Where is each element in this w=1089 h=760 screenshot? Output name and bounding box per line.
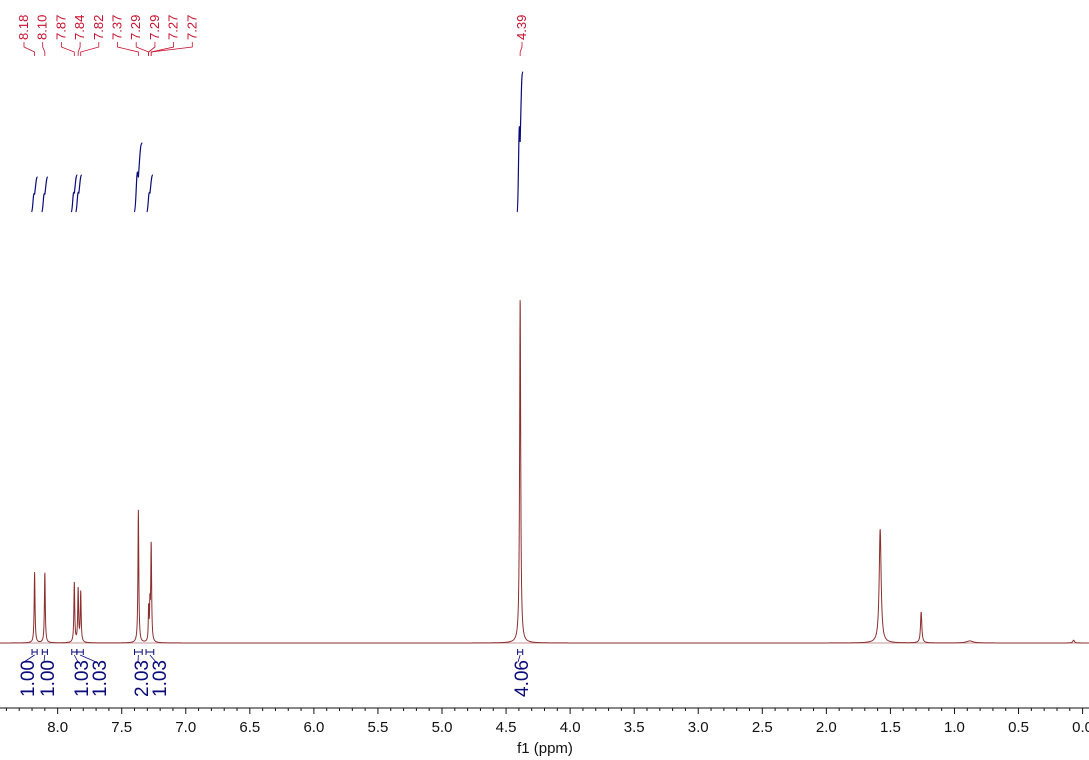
x-tick-label: 3.5 (624, 719, 645, 736)
peak-label-connector (80, 42, 100, 56)
peak-label: 7.27 (184, 15, 199, 40)
x-tick-label: 1.5 (880, 719, 901, 736)
peak-label-connector (148, 42, 156, 56)
peak-label: 7.29 (147, 15, 162, 40)
x-tick-label: 1.0 (944, 719, 965, 736)
x-tick-label: 5.0 (432, 719, 453, 736)
x-tick-label: 8.0 (47, 719, 68, 736)
x-axis-ticks: 8.0 7.5 7.0 6.5 6.0 5.5 5.0 4.5 4.0 3.5 3.0 2.5 2.0 1… (5, 708, 1089, 736)
peak-label-connector (519, 42, 523, 56)
integral-curve-layer (31, 71, 524, 213)
integral-label-connector (23, 654, 35, 663)
peak-label-connector (150, 42, 193, 56)
peak-label: 7.82 (91, 15, 106, 40)
integral-value-label: 1.03 (150, 660, 171, 697)
peak-label-connector (42, 42, 46, 56)
peak-label: 7.37 (110, 15, 125, 40)
peak-label: 7.84 (72, 15, 87, 40)
integral-curve (146, 174, 154, 213)
peak-label: 7.27 (166, 15, 181, 40)
x-tick-label: 7.0 (175, 719, 196, 736)
integral-value-label: 1.00 (18, 660, 39, 697)
integral-value-label: 1.03 (72, 660, 93, 697)
x-tick-label: 2.5 (752, 719, 773, 736)
x-tick-label: 2.0 (816, 719, 837, 736)
peak-label-connector (23, 42, 35, 56)
integral-curve (70, 174, 78, 213)
integral-label-connector (517, 654, 521, 663)
x-axis-title: f1 (ppm) (517, 740, 573, 757)
x-tick-label: 0.0 (1072, 719, 1089, 736)
x-tick-label: 7.5 (111, 719, 132, 736)
integral-label-connector (79, 654, 97, 663)
integral-curve (133, 142, 143, 213)
spectrum-trace (0, 300, 1089, 644)
x-tick-label: 5.5 (368, 719, 389, 736)
integral-curve (41, 176, 49, 213)
peak-label: 4.39 (514, 15, 529, 40)
x-tick-label: 0.5 (1008, 719, 1029, 736)
integral-curve (31, 176, 38, 213)
peak-label-connector (61, 42, 75, 56)
x-tick-label: 6.5 (239, 719, 260, 736)
x-tick-label: 3.0 (688, 719, 709, 736)
integral-label-layer: 1.00 1.00 1.031.03 2.031.03 4.06 (18, 649, 533, 697)
integral-curve (516, 71, 524, 213)
peak-label-connector (117, 42, 139, 56)
peak-label: 7.87 (53, 15, 68, 40)
peak-label-layer: 8.18 8.10 7.87 7.84 7.82 7.37 7.29 7.29 7.27 7.27… (16, 15, 529, 56)
peak-label: 8.18 (16, 15, 31, 40)
peak-label: 8.10 (35, 15, 50, 40)
x-tick-label: 4.5 (496, 719, 517, 736)
integral-label-connector (73, 654, 79, 663)
integral-value-label: 1.03 (90, 660, 111, 697)
peak-label-connector (77, 42, 81, 56)
peak-label: 7.29 (128, 15, 143, 40)
x-tick-label: 6.0 (303, 719, 324, 736)
integral-label-connector (43, 654, 46, 663)
integral-curve (75, 174, 83, 213)
integral-label-connector (149, 654, 157, 663)
x-tick-label: 4.0 (560, 719, 581, 736)
integral-value-label: 2.03 (132, 660, 153, 697)
integral-value-label: 4.06 (512, 660, 533, 697)
integral-value-label: 1.00 (38, 660, 59, 697)
